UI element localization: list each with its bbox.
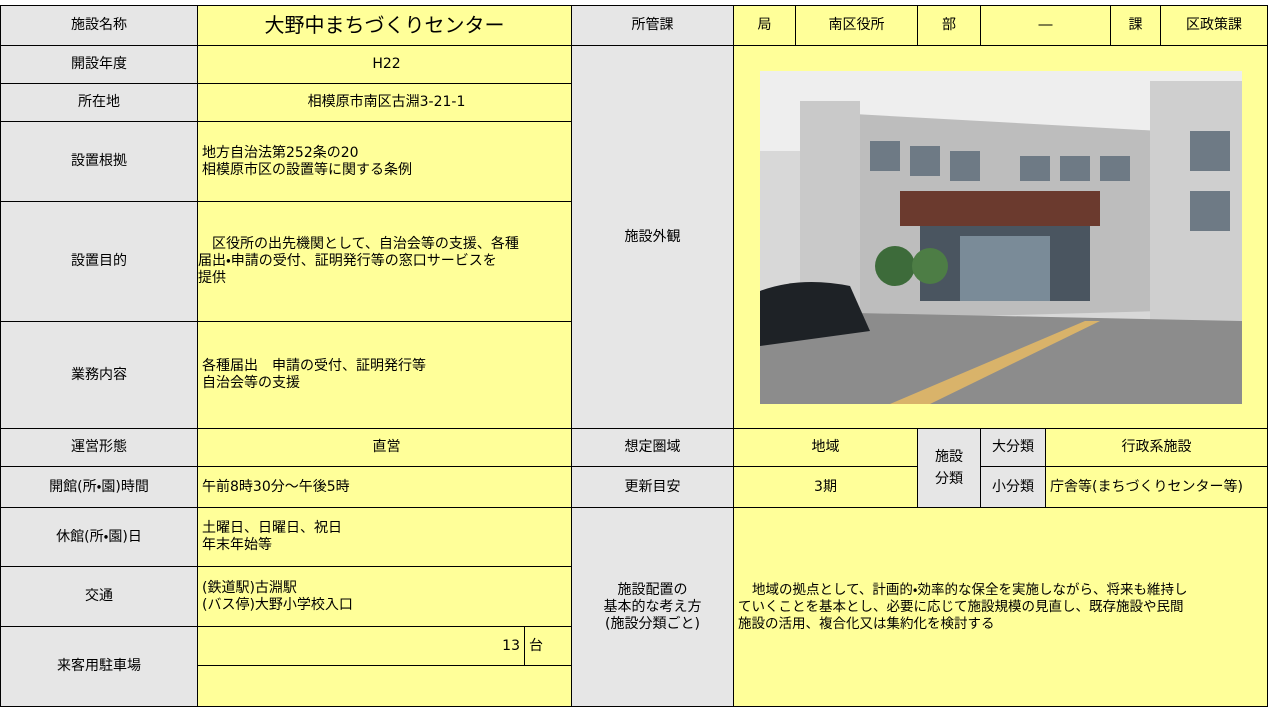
value-line: 相模原市区の設置等に関する条例 xyxy=(202,161,412,178)
label-cell: 課 xyxy=(1110,5,1161,46)
value-cell: 午前8時30分～午後5時 xyxy=(197,466,572,508)
label: 施設外観 xyxy=(624,228,681,245)
value-cell: 庁舎等(まちづくりセンター等) xyxy=(1045,466,1268,508)
label-cell: 交通 xyxy=(0,566,198,627)
minor-class: 庁舎等(まちづくりセンター等) xyxy=(1050,478,1243,495)
value-line: (バス停)大野小学校入口 xyxy=(202,596,353,613)
label-cell: 設置目的 xyxy=(0,201,198,322)
label: 休館(所・園)日 xyxy=(56,528,142,545)
renewal: 3期 xyxy=(814,478,837,495)
label-cell: 開館(所・園)時間 xyxy=(0,466,198,508)
label-cell: 運営形態 xyxy=(0,428,198,467)
label: 所在地 xyxy=(78,94,120,110)
value-cell: 地方自治法第252条の20 相模原市区の設置等に関する条例 xyxy=(197,121,572,202)
label-cell: 施設名称 xyxy=(0,5,198,46)
label: (施設分類ごと) xyxy=(605,615,700,632)
facility-name: 大野中まちづくりセンター xyxy=(264,13,505,37)
value-cell: 土曜日、日曜日、祝日 年末年始等 xyxy=(197,507,572,567)
division: ― xyxy=(1038,17,1053,33)
value-line: 届出・申請の受付、証明発行等の窓口サービスを xyxy=(198,253,497,269)
value-cell: 3期 xyxy=(733,466,918,508)
label: 小分類 xyxy=(992,478,1034,495)
value-cell: (鉄道駅)古淵駅 (バス停)大野小学校入口 xyxy=(197,566,572,627)
label-cell: 所在地 xyxy=(0,83,198,122)
value-line: 区役所の出先機関として、自治会等の支援、各種 xyxy=(212,236,519,252)
label: 所管課 xyxy=(631,17,674,33)
label: 設置根拠 xyxy=(71,153,127,169)
facility-photo xyxy=(759,70,1242,404)
value-line: 相模原市南区古淵3-21-1 xyxy=(307,94,466,110)
label: 大分類 xyxy=(992,439,1034,455)
label-cell: 業務内容 xyxy=(0,321,198,429)
value-cell: 行政系施設 xyxy=(1045,428,1268,467)
parking-unit: 台 xyxy=(529,637,543,654)
value-cell: 直営 xyxy=(197,428,572,467)
label: 更新目安 xyxy=(624,478,681,495)
label-cell: 設置根拠 xyxy=(0,121,198,202)
label: 施設 xyxy=(935,449,963,465)
label-cell: 大分類 xyxy=(980,428,1046,467)
value-line: 各種届出 申請の受付、証明発行等 xyxy=(202,358,426,374)
value-cell: H22 xyxy=(197,45,572,84)
label-cell: 小分類 xyxy=(980,466,1046,508)
value-line: 提供 xyxy=(198,270,226,286)
label-cell: 休館(所・園)日 xyxy=(0,507,198,567)
value-cell: 区役所の出先機関として、自治会等の支援、各種 届出・申請の受付、証明発行等の窓口サ… xyxy=(197,201,572,322)
section: 区政策課 xyxy=(1186,17,1242,33)
value-cell: 台 xyxy=(524,626,572,666)
label: 設置目的 xyxy=(71,253,127,269)
value-line: 土曜日、日曜日、祝日 xyxy=(202,520,342,536)
value-cell: 13 xyxy=(197,626,525,666)
value-line: 地方自治法第252条の20 xyxy=(202,144,359,161)
value-cell: 相模原市南区古淵3-21-1 xyxy=(197,83,572,122)
label: 業務内容 xyxy=(71,366,127,383)
label: 局 xyxy=(757,17,772,33)
value-line: 年末年始等 xyxy=(202,537,272,553)
label-cell: 更新目安 xyxy=(571,466,734,508)
label-cell: 想定圏域 xyxy=(571,428,734,467)
parking-count: 13 xyxy=(502,637,520,654)
value-cell: 大野中まちづくりセンター xyxy=(197,5,572,46)
label-cell: 開設年度 xyxy=(0,45,198,84)
value-cell: 地域 xyxy=(733,428,918,467)
label: 運営形態 xyxy=(71,439,127,455)
label: 施設名称 xyxy=(71,17,127,33)
service-area: 地域 xyxy=(811,439,840,455)
photo-cell xyxy=(733,45,1268,429)
major-class: 行政系施設 xyxy=(1121,439,1192,455)
empty-cell xyxy=(197,665,572,707)
bureau: 南区役所 xyxy=(828,17,885,33)
policy-line: 施設の活用、複合化又は集約化を検討する xyxy=(738,615,995,632)
value-line: 直営 xyxy=(372,439,401,455)
policy-line: 地域の拠点として、計画的・効率的な保全を実施しながら、将来も維持し xyxy=(752,581,1188,598)
label-cell: 局 xyxy=(733,5,796,46)
label: 施設配置の xyxy=(617,581,688,598)
label: 課 xyxy=(1128,17,1143,33)
value-line: 自治会等の支援 xyxy=(202,375,300,391)
value-line: 午前8時30分～午後5時 xyxy=(202,478,350,495)
label: 基本的な考え方 xyxy=(603,598,702,615)
label: 交通 xyxy=(85,588,113,604)
label-cell: 所管課 xyxy=(571,5,734,46)
value-cell: ― xyxy=(980,5,1111,46)
policy-line: ていくことを基本とし、必要に応じて施設規模の見直し、既存施設や民間 xyxy=(738,598,1184,615)
label-cell: 施設 分類 xyxy=(917,428,981,508)
value-cell: 各種届出 申請の受付、証明発行等 自治会等の支援 xyxy=(197,321,572,429)
value-cell: 地域の拠点として、計画的・効率的な保全を実施しながら、将来も維持し ていくことを基… xyxy=(733,507,1268,707)
value-cell: 南区役所 xyxy=(795,5,918,46)
label-cell: 施設外観 xyxy=(571,45,734,429)
label: 想定圏域 xyxy=(624,439,681,455)
label-cell: 施設配置の 基本的な考え方 (施設分類ごと) xyxy=(571,507,734,707)
label: 開館(所・園)時間 xyxy=(49,478,149,495)
label-cell: 来客用駐車場 xyxy=(0,626,198,707)
value-line: H22 xyxy=(372,56,401,72)
label: 来客用駐車場 xyxy=(57,658,141,674)
value-line: (鉄道駅)古淵駅 xyxy=(202,579,297,596)
label: 部 xyxy=(942,17,956,33)
label: 開設年度 xyxy=(71,56,127,72)
value-cell: 区政策課 xyxy=(1160,5,1268,46)
label: 分類 xyxy=(935,471,963,487)
label-cell: 部 xyxy=(917,5,981,46)
